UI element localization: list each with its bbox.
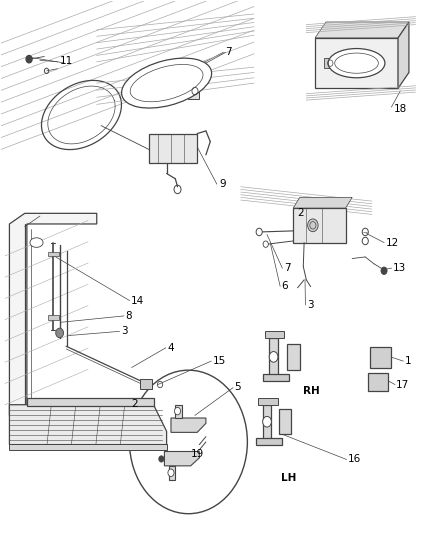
Text: 8: 8 (125, 311, 132, 321)
Text: 15: 15 (212, 356, 226, 366)
Polygon shape (10, 405, 166, 445)
Circle shape (26, 55, 32, 63)
Circle shape (263, 241, 268, 247)
Text: 18: 18 (394, 103, 407, 114)
Polygon shape (315, 22, 409, 38)
Text: RH: RH (303, 386, 320, 397)
Circle shape (256, 228, 262, 236)
Text: 16: 16 (348, 455, 361, 464)
Text: 11: 11 (60, 56, 73, 66)
Text: 5: 5 (234, 382, 241, 392)
Text: 17: 17 (396, 379, 410, 390)
Bar (188, 83, 199, 99)
Circle shape (168, 469, 174, 477)
Polygon shape (263, 374, 289, 381)
Bar (140, 379, 152, 389)
Polygon shape (256, 438, 283, 445)
Ellipse shape (122, 58, 212, 108)
Polygon shape (10, 213, 97, 415)
Bar (48, 252, 59, 256)
Bar (368, 373, 388, 391)
Bar (324, 58, 335, 68)
Polygon shape (164, 451, 199, 466)
Circle shape (269, 352, 278, 362)
Circle shape (307, 219, 318, 232)
Polygon shape (258, 398, 278, 405)
Circle shape (263, 416, 272, 427)
Polygon shape (265, 332, 285, 338)
Text: 2: 2 (131, 399, 138, 409)
Text: 19: 19 (191, 449, 204, 459)
Text: 14: 14 (131, 295, 144, 305)
Polygon shape (279, 409, 291, 434)
Text: LH: LH (281, 473, 297, 483)
Text: 9: 9 (219, 179, 226, 189)
Text: 7: 7 (284, 263, 290, 272)
Bar (149, 134, 197, 163)
Text: 12: 12 (386, 238, 399, 247)
Text: 1: 1 (405, 356, 411, 366)
Polygon shape (169, 466, 175, 480)
Polygon shape (175, 405, 182, 418)
Bar (370, 348, 391, 368)
Polygon shape (293, 197, 352, 208)
Polygon shape (269, 338, 278, 375)
Bar (27, 398, 153, 406)
Polygon shape (263, 405, 272, 439)
Polygon shape (171, 418, 206, 432)
Circle shape (130, 370, 247, 514)
Polygon shape (293, 208, 346, 243)
Ellipse shape (328, 49, 385, 78)
Bar (10, 443, 166, 450)
Bar (48, 316, 59, 320)
Circle shape (159, 456, 164, 462)
Text: 7: 7 (226, 47, 232, 56)
Text: 3: 3 (121, 326, 127, 336)
Polygon shape (287, 344, 300, 370)
Polygon shape (315, 38, 398, 88)
Circle shape (174, 407, 180, 415)
Circle shape (381, 267, 387, 274)
Text: 3: 3 (307, 300, 314, 310)
Text: 13: 13 (392, 263, 406, 273)
Text: 6: 6 (282, 281, 288, 291)
Circle shape (56, 328, 64, 338)
Polygon shape (398, 22, 409, 88)
Text: 2: 2 (297, 208, 304, 219)
Text: 4: 4 (167, 343, 174, 353)
Ellipse shape (30, 238, 43, 247)
